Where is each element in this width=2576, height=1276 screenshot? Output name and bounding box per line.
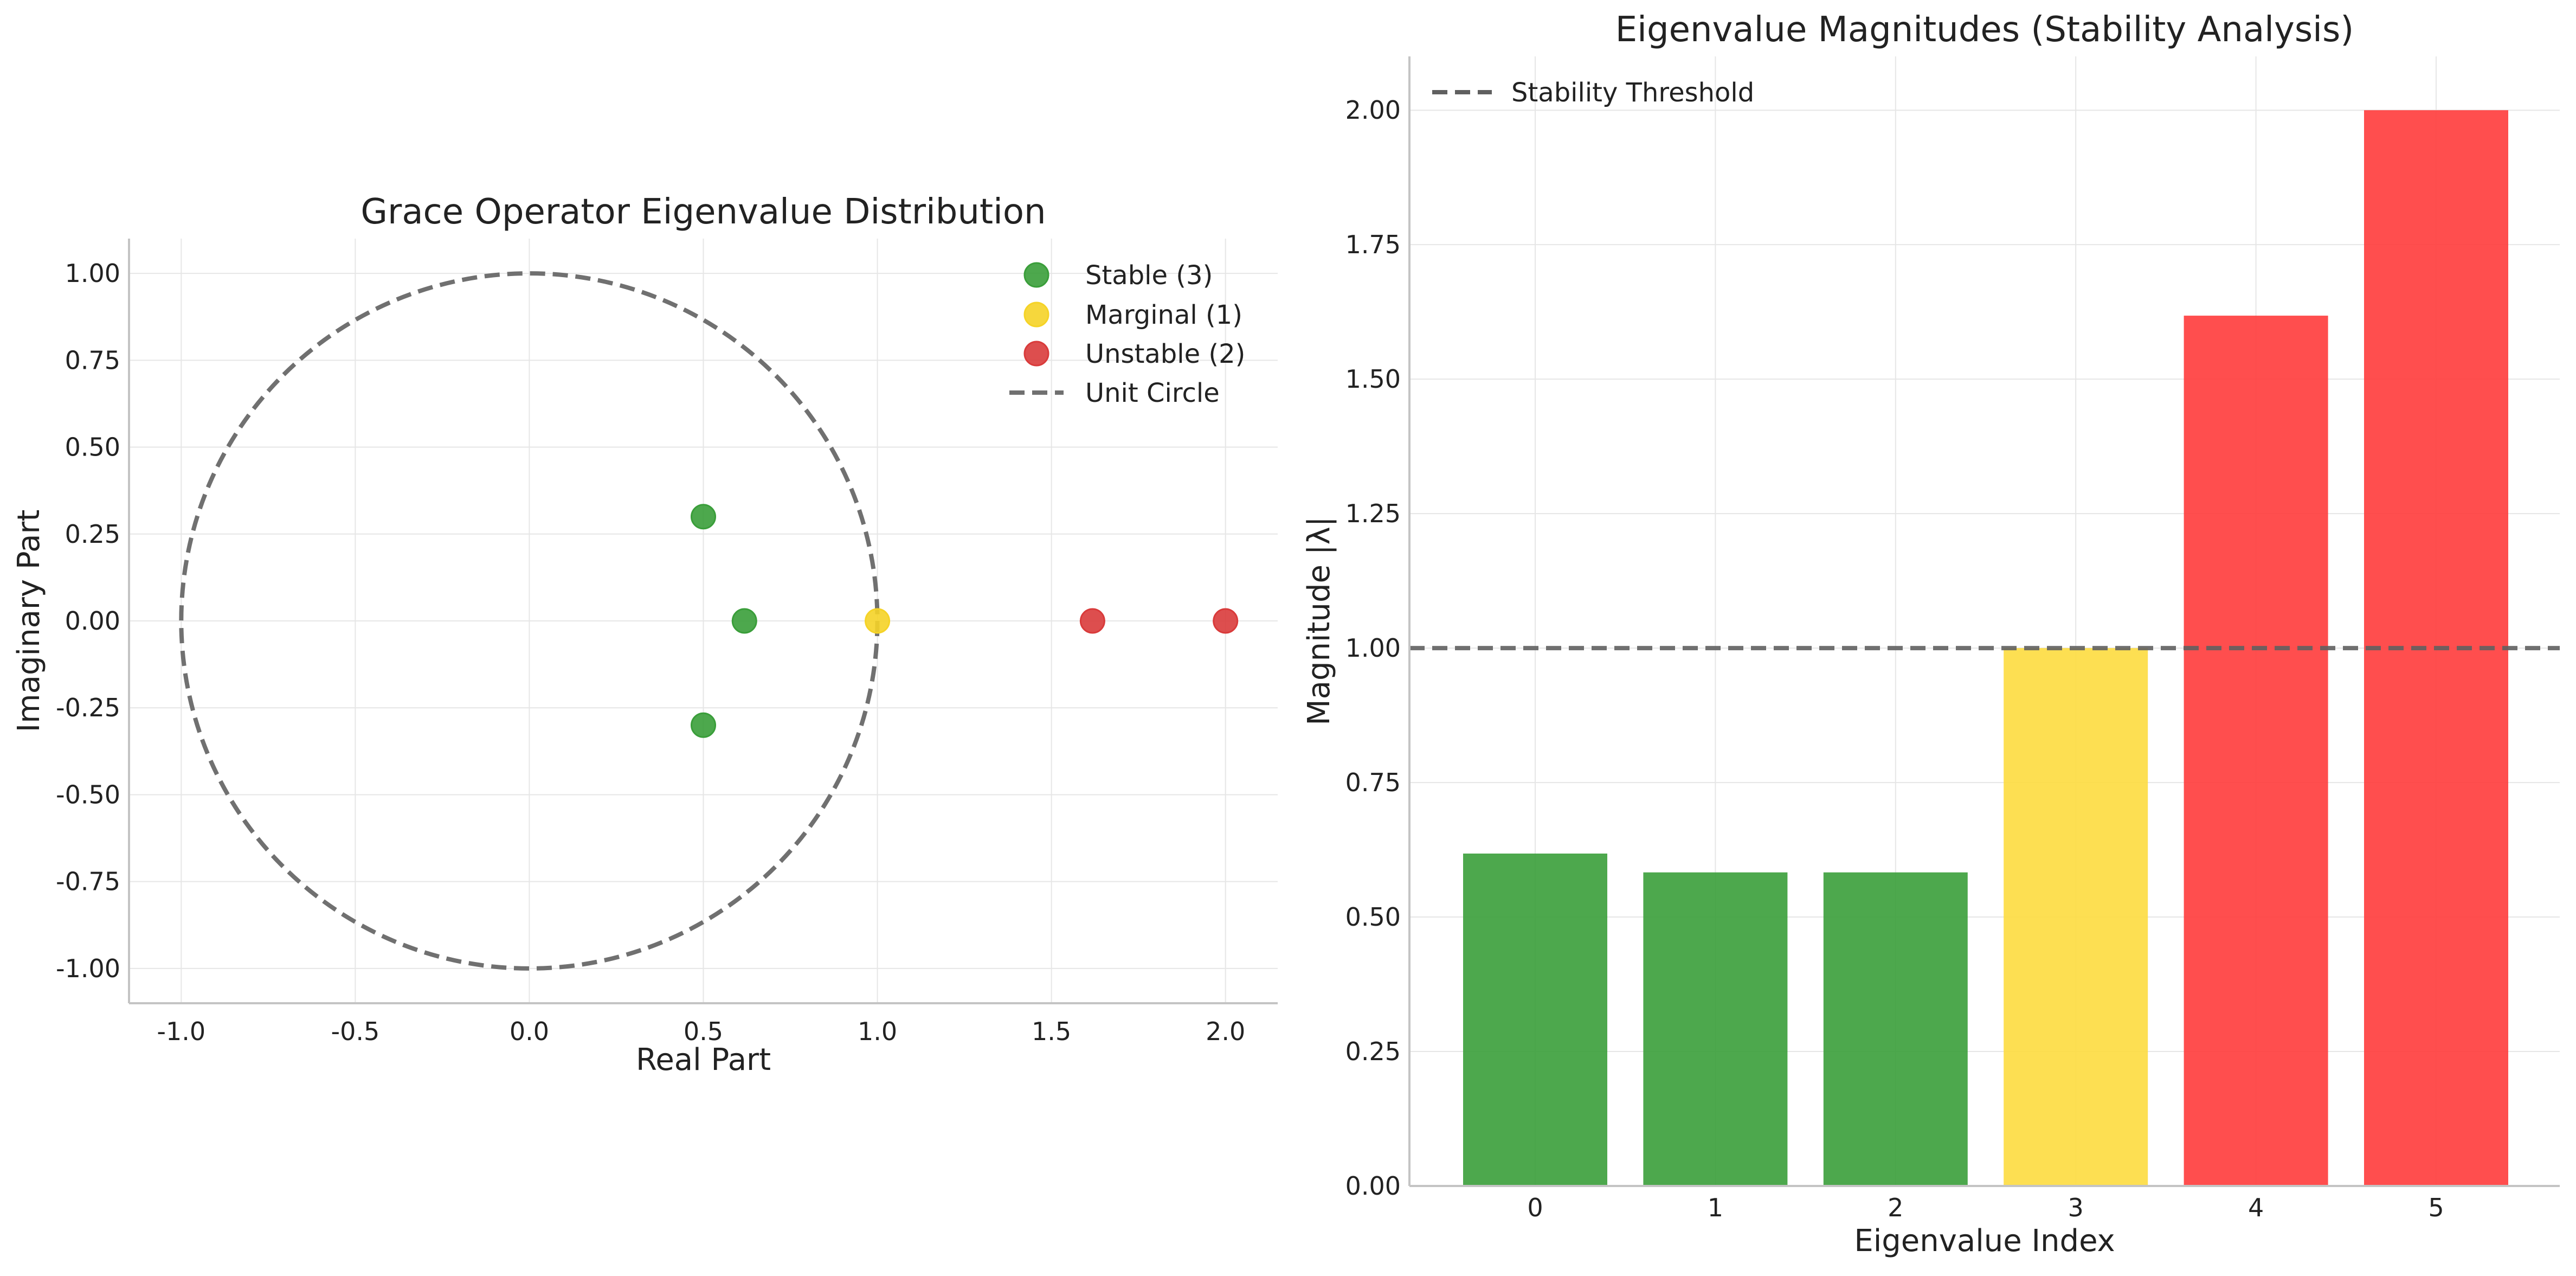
bar-y-axis-label: Magnitude |λ| <box>1302 516 1337 725</box>
scatter-y-tick-label: 0.75 <box>65 345 120 375</box>
bar-axes <box>1408 56 2560 1187</box>
bar-title: Eigenvalue Magnitudes (Stability Analysi… <box>1615 10 2354 50</box>
bar-y-tick-label: 0.50 <box>1345 902 1401 932</box>
scatter-y-tick-label: 0.25 <box>65 520 120 549</box>
bar <box>1463 854 1607 1186</box>
scatter-legend-label: Stable (3) <box>1085 260 1213 291</box>
scatter-x-tick-label: 0.5 <box>684 1017 723 1046</box>
scatter-point <box>691 712 716 738</box>
scatter-legend-label: Unstable (2) <box>1085 339 1245 369</box>
scatter-x-tick-label: -1.0 <box>157 1017 205 1046</box>
scatter-point <box>731 608 757 634</box>
scatter-axes <box>128 239 1278 1004</box>
bar-panel: 0 1 2 3 4 5 0.00 0.25 0.50 0.75 1.00 1.25 1.50 1.75 2.… <box>1302 10 2560 1259</box>
bar-x-tick-label: 3 <box>2068 1193 2084 1222</box>
bar-x-axis-label: Eigenvalue Index <box>1854 1223 2115 1259</box>
scatter-y-tick-label: -0.25 <box>56 693 120 722</box>
bar-x-tick-label: 1 <box>1708 1193 1723 1222</box>
bar-y-tick-label: 1.00 <box>1345 633 1401 663</box>
bar <box>1823 872 1968 1186</box>
scatter-y-tick-label: 0.00 <box>65 606 120 636</box>
scatter-legend-marker <box>1023 341 1049 367</box>
bar-y-tick-label: 0.00 <box>1345 1171 1401 1201</box>
scatter-x-tick-label: 0.0 <box>510 1017 549 1046</box>
bar-y-tick-label: 1.75 <box>1345 230 1401 259</box>
scatter-point <box>691 504 716 530</box>
bar-ticks: 0 1 2 3 4 5 0.00 0.25 0.50 0.75 1.00 1.25 1.50 1.75 2.… <box>1345 95 2444 1222</box>
scatter-x-tick-label: -0.5 <box>331 1017 379 1046</box>
bar-bars <box>1463 110 2508 1187</box>
bar <box>1643 872 1788 1186</box>
bar-x-tick-label: 5 <box>2428 1193 2444 1222</box>
scatter-legend-marker <box>1023 262 1049 288</box>
scatter-y-tick-label: 0.50 <box>65 433 120 462</box>
bar-x-tick-label: 4 <box>2248 1193 2264 1222</box>
scatter-point <box>1079 608 1105 634</box>
scatter-legend-label: Marginal (1) <box>1085 300 1242 330</box>
scatter-y-tick-label: 1.00 <box>65 259 120 288</box>
scatter-y-axis-label: Imaginary Part <box>11 510 47 733</box>
bar-y-tick-label: 1.25 <box>1345 499 1401 528</box>
scatter-y-tick-label: -0.75 <box>56 867 120 896</box>
bar-y-tick-label: 1.50 <box>1345 364 1401 394</box>
scatter-legend-marker <box>1023 302 1049 328</box>
scatter-x-tick-label: 1.5 <box>1032 1017 1071 1046</box>
scatter-point <box>865 608 891 634</box>
scatter-legend-label: Unit Circle <box>1085 378 1220 408</box>
scatter-point <box>1213 608 1239 634</box>
bar-x-tick-label: 2 <box>1888 1193 1903 1222</box>
scatter-title: Grace Operator Eigenvalue Distribution <box>360 192 1046 232</box>
bar-y-tick-label: 2.00 <box>1345 95 1401 125</box>
scatter-panel: -1.0 -0.5 0.0 0.5 1.0 1.5 2.0 1.00 0.75 0.50 0.25 0… <box>11 192 1278 1078</box>
scatter-legend: Stable (3) Marginal (1) Unstable (2) Unit C… <box>1009 260 1245 408</box>
scatter-y-tick-label: -1.00 <box>56 954 120 983</box>
bar <box>2004 648 2148 1186</box>
scatter-x-axis-label: Real Part <box>636 1042 771 1078</box>
bar-x-tick-label: 0 <box>1527 1193 1543 1222</box>
scatter-y-tick-label: -0.50 <box>56 780 120 809</box>
bar-y-tick-label: 0.25 <box>1345 1037 1401 1066</box>
scatter-ticks: -1.0 -0.5 0.0 0.5 1.0 1.5 2.0 1.00 0.75 0.50 0.25 0… <box>56 259 1245 1046</box>
scatter-x-tick-label: 1.0 <box>858 1017 897 1046</box>
scatter-x-tick-label: 2.0 <box>1206 1017 1245 1046</box>
bar-y-tick-label: 0.75 <box>1345 768 1401 797</box>
bar-legend-label: Stability Threshold <box>1511 78 1754 108</box>
bar <box>2184 316 2328 1186</box>
bar-legend: Stability Threshold <box>1432 78 1754 108</box>
scatter-points <box>691 504 1239 738</box>
